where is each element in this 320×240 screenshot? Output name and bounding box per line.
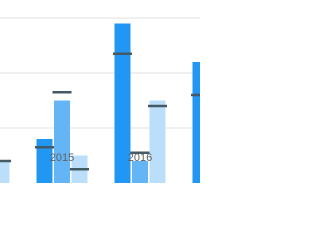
chart: 2015 2016 [0, 17, 200, 183]
bar [192, 62, 200, 183]
bar [132, 161, 148, 183]
bar [54, 100, 70, 183]
bar [149, 100, 166, 183]
bar [0, 161, 10, 183]
x-tick-label: 2015 [50, 152, 74, 164]
bar [36, 139, 53, 183]
bar [114, 23, 131, 183]
x-tick-label: 2016 [128, 152, 152, 164]
page: {"chart_data": {"type": "bar", "categori… [0, 17, 200, 183]
